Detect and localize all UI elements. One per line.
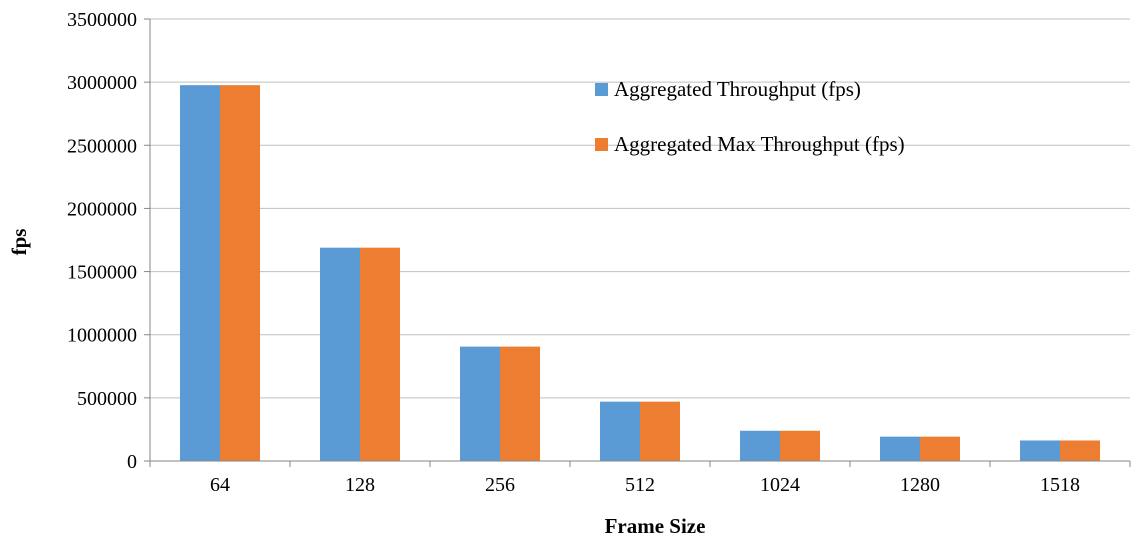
y-axis-title: fps [7, 229, 31, 256]
y-tick-label: 3500000 [67, 9, 137, 31]
x-tick-label: 256 [485, 474, 515, 496]
legend-label: Aggregated Throughput (fps) [614, 77, 861, 101]
bar-max-throughput [360, 247, 400, 461]
bar-max-throughput [780, 430, 820, 461]
legend-label: Aggregated Max Throughput (fps) [614, 132, 905, 156]
bar-throughput [740, 430, 780, 461]
axes [144, 18, 1131, 467]
gridlines [150, 18, 1130, 399]
x-tick-labels: 64 128 256 512 1024 1280 1518 [210, 474, 1080, 496]
bar-max-throughput [220, 85, 260, 461]
bar-max-throughput [1060, 440, 1100, 461]
x-tick-label: 1518 [1040, 474, 1080, 496]
bar-throughput [460, 346, 500, 461]
bar-max-throughput [640, 401, 680, 461]
x-tick-label: 1024 [760, 474, 800, 496]
y-tick-label: 2500000 [67, 135, 137, 157]
x-tick-label: 512 [625, 474, 655, 496]
bar-throughput [320, 247, 360, 461]
legend: Aggregated Throughput (fps) Aggregated Ma… [595, 77, 905, 156]
y-tick-label: 2000000 [67, 198, 137, 220]
x-axis-title: Frame Size [605, 514, 706, 538]
bars [180, 85, 1100, 461]
bar-max-throughput [500, 346, 540, 461]
y-tick-label: 1500000 [67, 262, 137, 284]
legend-swatch [595, 138, 608, 151]
x-tick-label: 1280 [900, 474, 940, 496]
bar-throughput [180, 85, 220, 461]
x-tick-label: 64 [210, 474, 230, 496]
bar-throughput [600, 401, 640, 461]
bar-max-throughput [920, 436, 960, 461]
y-tick-label: 3000000 [67, 72, 137, 94]
y-tick-label: 0 [127, 451, 137, 473]
x-tick-label: 128 [345, 474, 375, 496]
y-tick-label: 1000000 [67, 325, 137, 347]
bar-throughput [1020, 440, 1060, 461]
bar-throughput [880, 436, 920, 461]
y-tick-labels: 0 500000 1000000 1500000 2000000 2500000 30000… [67, 9, 137, 473]
legend-swatch [595, 83, 608, 96]
y-tick-label: 500000 [77, 388, 137, 410]
